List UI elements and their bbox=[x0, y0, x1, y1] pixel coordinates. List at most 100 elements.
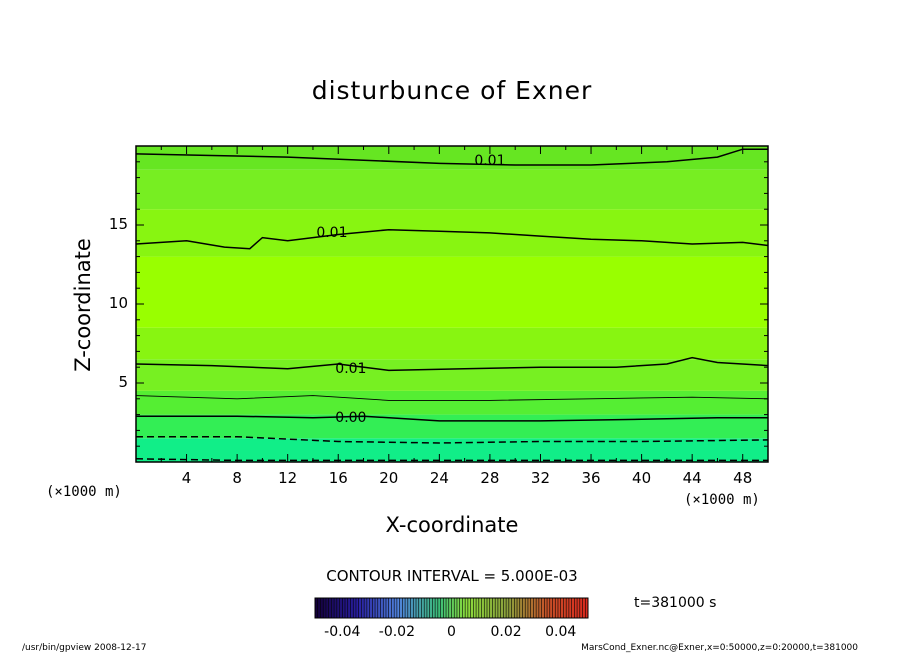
y-tick-label: 15 bbox=[108, 215, 128, 233]
colorbar-cell bbox=[402, 598, 406, 618]
colorbar-cell bbox=[339, 598, 343, 618]
colorbar-cell bbox=[451, 598, 455, 618]
colorbar-cell bbox=[388, 598, 392, 618]
colorbar-cell bbox=[547, 598, 550, 618]
colorbar-cell bbox=[500, 598, 504, 618]
colorbar-cell bbox=[456, 598, 460, 618]
colorbar-cell bbox=[566, 598, 569, 618]
x-tick-label: 40 bbox=[632, 469, 652, 487]
shading-band bbox=[136, 327, 768, 360]
shading-band bbox=[136, 146, 768, 170]
colorbar-cell bbox=[317, 598, 321, 618]
colorbar-cell bbox=[399, 598, 403, 618]
x-tick-label: 28 bbox=[480, 469, 500, 487]
colorbar-cell bbox=[522, 598, 526, 618]
colorbar-cell bbox=[549, 598, 553, 618]
colorbar-cell bbox=[514, 598, 518, 618]
colorbar-cell bbox=[426, 598, 430, 618]
colorbar-cell bbox=[396, 598, 400, 618]
x-tick-label: 24 bbox=[429, 469, 449, 487]
x-tick-label: 32 bbox=[530, 469, 551, 487]
colorbar-cell bbox=[536, 598, 539, 618]
colorbar-cell bbox=[320, 598, 324, 618]
colorbar-cell bbox=[544, 598, 548, 618]
colorbar-cell bbox=[552, 598, 556, 618]
colorbar-cell bbox=[407, 598, 411, 618]
colorbar-cell bbox=[495, 598, 498, 618]
colorbar-cell bbox=[571, 598, 575, 618]
colorbar-cell bbox=[517, 598, 520, 618]
shading-band bbox=[136, 359, 768, 391]
colorbar-cell bbox=[557, 598, 561, 618]
colorbar-cell bbox=[325, 598, 329, 618]
time-label: t=381000 s bbox=[634, 595, 717, 611]
shading-band bbox=[136, 209, 768, 257]
colorbar-cell bbox=[519, 598, 523, 618]
colorbar-cell bbox=[345, 598, 348, 618]
colorbar-cell bbox=[555, 598, 558, 618]
x-tick-label: 4 bbox=[181, 469, 192, 487]
colorbar-cell bbox=[315, 598, 318, 618]
contour-label: 0.01 bbox=[335, 361, 367, 378]
colorbar-cell bbox=[574, 598, 578, 618]
x-tick-label: 20 bbox=[379, 469, 399, 487]
shading-band bbox=[136, 390, 768, 415]
colorbar-tick-label: 0.04 bbox=[545, 624, 577, 640]
colorbar-cell bbox=[527, 598, 531, 618]
colorbar-tick-label: 0 bbox=[447, 624, 456, 640]
colorbar-cell bbox=[347, 598, 351, 618]
x-tick-label: 12 bbox=[278, 469, 298, 487]
colorbar-cell bbox=[476, 598, 479, 618]
colorbar-cell bbox=[473, 598, 477, 618]
colorbar-cell bbox=[530, 598, 534, 618]
colorbar-cell bbox=[416, 598, 419, 618]
colorbar-cell bbox=[418, 598, 422, 618]
colorbar-cell bbox=[375, 598, 378, 618]
colorbar-cell bbox=[435, 598, 438, 618]
colorbar-cell bbox=[355, 598, 359, 618]
colorbar-cell bbox=[405, 598, 408, 618]
contour-line bbox=[135, 148, 768, 166]
colorbar-cell bbox=[511, 598, 515, 618]
contour-label: 0.00 bbox=[335, 410, 367, 427]
colorbar-cell bbox=[377, 598, 381, 618]
colorbar-cell bbox=[364, 598, 367, 618]
colorbar-tick-label: 0.02 bbox=[490, 624, 522, 640]
colorbar-cell bbox=[533, 598, 537, 618]
colorbar-cell bbox=[538, 598, 542, 618]
shading-band bbox=[136, 256, 768, 328]
colorbar-cell bbox=[336, 598, 340, 618]
y-axis-unit: (×1000 m) bbox=[46, 484, 122, 500]
colorbar-cell bbox=[470, 598, 474, 618]
colorbar-cell bbox=[413, 598, 417, 618]
colorbar-cell bbox=[579, 598, 583, 618]
y-tick-label: 5 bbox=[118, 373, 128, 391]
colorbar-cell bbox=[331, 598, 335, 618]
colorbar-cell bbox=[361, 598, 365, 618]
colorbar-tick-label: -0.02 bbox=[378, 624, 415, 640]
colorbar-cell bbox=[443, 598, 447, 618]
colorbar-cell bbox=[383, 598, 386, 618]
colorbar-cell bbox=[372, 598, 376, 618]
colorbar-cell bbox=[497, 598, 501, 618]
colorbar-cell bbox=[432, 598, 436, 618]
x-tick-label: 44 bbox=[682, 469, 702, 487]
colorbar-cell bbox=[503, 598, 507, 618]
colorbar-cell bbox=[334, 598, 337, 618]
colorbar-cell bbox=[508, 598, 512, 618]
colorbar-cell bbox=[465, 598, 468, 618]
footer-left: /usr/bin/gpview 2008-12-17 bbox=[22, 643, 147, 653]
colorbar-cell bbox=[577, 598, 580, 618]
colorbar-cell bbox=[560, 598, 564, 618]
colorbar-cell bbox=[380, 598, 384, 618]
colorbar-cell bbox=[446, 598, 449, 618]
colorbar-cell bbox=[541, 598, 545, 618]
footer-right: MarsCond_Exner.nc@Exner,x=0:50000,z=0:20… bbox=[581, 643, 858, 653]
colorbar-cell bbox=[585, 598, 588, 618]
contour-line bbox=[135, 228, 769, 250]
colorbar-tick-label: -0.04 bbox=[324, 624, 361, 640]
x-tick-label: 36 bbox=[581, 469, 601, 487]
colorbar-cell bbox=[410, 598, 414, 618]
colorbar-cell bbox=[563, 598, 567, 618]
colorbar-cell bbox=[440, 598, 444, 618]
